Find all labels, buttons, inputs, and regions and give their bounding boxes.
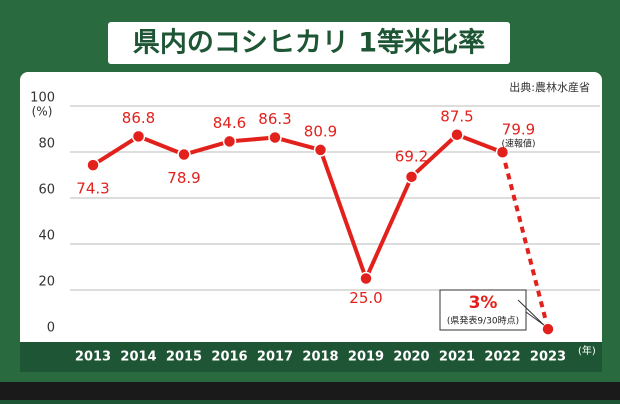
point	[177, 147, 191, 162]
point	[495, 145, 510, 159]
x-tick-label: 2019	[348, 350, 384, 365]
y-tick-label: 0	[47, 321, 55, 336]
x-tick-label: 2020	[393, 350, 429, 365]
x-tick-label: 2017	[257, 350, 293, 365]
value-label: 25.0	[349, 289, 382, 307]
x-tick-label: 2014	[120, 350, 156, 365]
screen-edge	[0, 382, 620, 400]
x-tick-label: 2018	[302, 350, 338, 365]
callout-note: (県発表9/30時点)	[447, 315, 519, 327]
callout	[439, 289, 545, 331]
x-tick-label: 2021	[439, 350, 475, 365]
point	[131, 129, 146, 144]
point	[450, 128, 464, 142]
point	[359, 271, 373, 286]
y-tick-label: 80	[38, 137, 55, 152]
value-label: 69.2	[395, 147, 428, 165]
line-dashed	[500, 151, 550, 330]
x-axis-strip	[20, 342, 602, 372]
title-box	[108, 22, 510, 64]
y-tick-label: 100	[30, 91, 55, 106]
line	[91, 132, 504, 281]
y-unit: (%)	[32, 105, 53, 119]
value-label: 78.9	[167, 169, 200, 187]
x-tick-label: 2015	[166, 350, 202, 365]
y-tick-label: 60	[38, 183, 55, 198]
x-tick-label: 2022	[484, 350, 520, 365]
value-label: 79.9	[502, 121, 535, 139]
y-tick-label: 20	[38, 275, 55, 290]
value-label: 80.9	[304, 122, 337, 140]
value-label: 87.5	[440, 107, 473, 125]
callout-value: 3%	[469, 293, 498, 313]
y-tick-label: 40	[38, 229, 55, 244]
chart-title: 県内のコシヒカリ 1等米比率	[133, 27, 485, 59]
value-label: 86.8	[122, 109, 155, 127]
annotation: (速報値)	[501, 138, 535, 150]
value-label: 74.3	[76, 180, 109, 198]
point	[313, 143, 328, 157]
source: 出典:農林水産省	[509, 80, 590, 94]
point	[404, 170, 419, 184]
value-label: 84.6	[213, 114, 246, 132]
x-unit: (年)	[578, 344, 596, 357]
value-label: 86.3	[258, 110, 291, 128]
x-tick-label: 2023	[530, 350, 566, 365]
x-tick-label: 2016	[211, 350, 247, 365]
x-tick-label: 2013	[75, 350, 111, 365]
point	[541, 322, 555, 336]
point	[86, 158, 100, 172]
point	[268, 130, 282, 145]
point	[222, 134, 237, 149]
